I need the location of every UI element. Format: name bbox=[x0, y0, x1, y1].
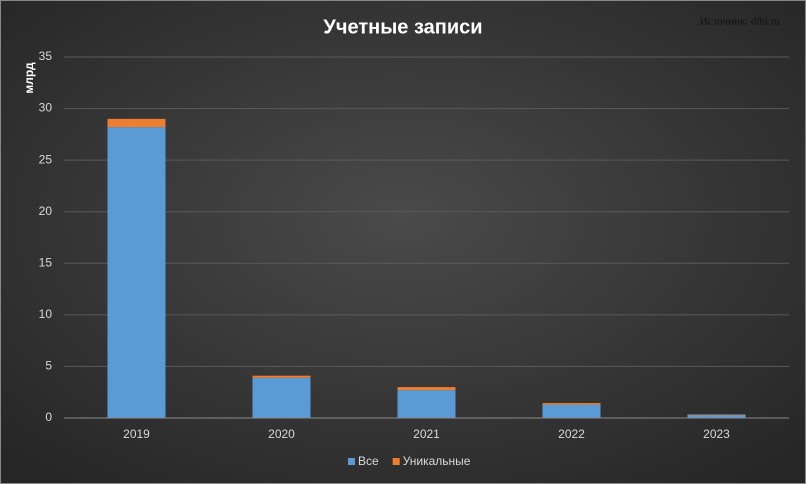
bar-segment bbox=[687, 414, 746, 418]
y-tick-label: 35 bbox=[39, 49, 53, 63]
x-tick-label: 2021 bbox=[413, 427, 440, 441]
legend-swatch bbox=[348, 458, 355, 465]
x-tick-label: 2020 bbox=[268, 427, 295, 441]
bar-segment bbox=[397, 390, 456, 418]
x-tick-label: 2022 bbox=[558, 427, 585, 441]
source: Источник: dlbi.ru bbox=[700, 16, 781, 28]
y-tick-label: 5 bbox=[45, 359, 52, 373]
y-tick-label: 30 bbox=[39, 101, 53, 115]
y-tick-label: 25 bbox=[39, 152, 53, 166]
y-tick-label: 20 bbox=[39, 204, 53, 218]
y-tick-label: 10 bbox=[39, 307, 53, 321]
bar-segment bbox=[542, 403, 601, 405]
bar-segment bbox=[687, 414, 746, 415]
bar-segment bbox=[107, 127, 166, 418]
legend: Все Уникальные bbox=[348, 454, 471, 468]
bar-segment bbox=[397, 387, 456, 391]
legend-label: Уникальные bbox=[403, 454, 471, 468]
y-axis-label: млрд bbox=[22, 62, 36, 94]
y-tick-label: 15 bbox=[39, 255, 53, 269]
legend-swatch bbox=[392, 458, 400, 465]
x-tick-label: 2019 bbox=[123, 427, 150, 441]
bar-segment bbox=[107, 118, 166, 128]
y-tick-label: 0 bbox=[45, 410, 52, 424]
bar-segment bbox=[252, 377, 311, 418]
chart-title: Учетные записи bbox=[323, 16, 482, 38]
x-tick-label: 2023 bbox=[703, 427, 730, 441]
plot-area: 0 5 10 15 20 25 30 35 2019 2020 2021 2022 2023 bbox=[39, 49, 789, 441]
bar-segment bbox=[252, 375, 311, 378]
bar-segment bbox=[542, 404, 601, 418]
legend-label: Все bbox=[358, 454, 379, 468]
